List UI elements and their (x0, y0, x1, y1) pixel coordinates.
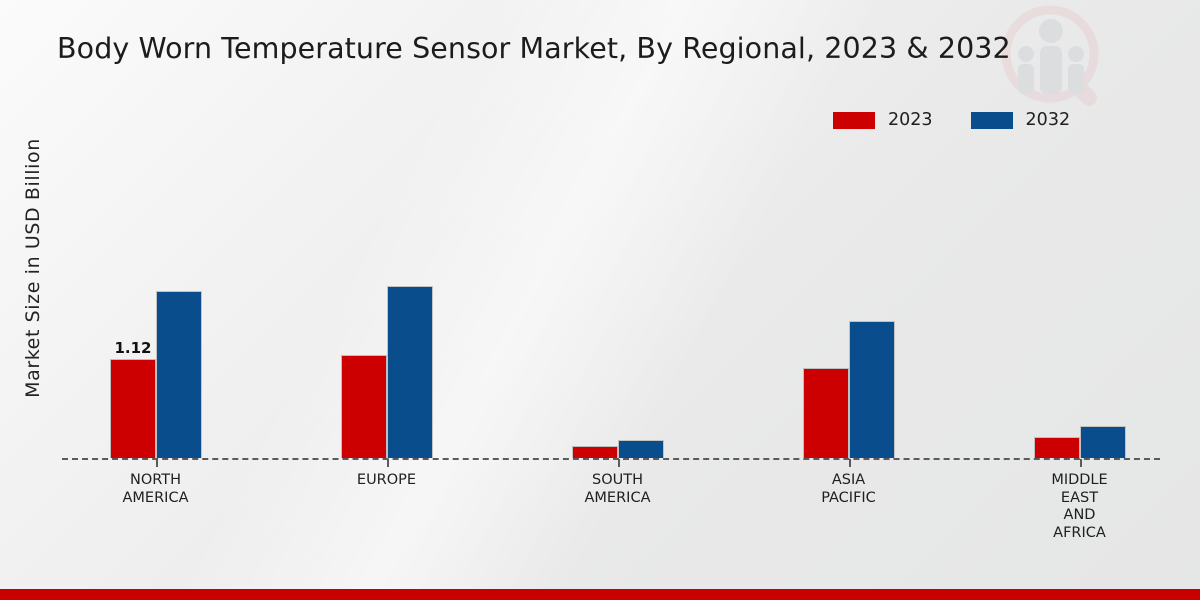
axis-tick (1079, 459, 1082, 467)
bar-2032-south-america (618, 440, 664, 458)
page-title: Body Worn Temperature Sensor Market, By … (57, 32, 1011, 65)
legend-swatch-2032 (970, 111, 1013, 129)
bar-2023-europe (341, 355, 387, 458)
bar-2023-south-america (572, 446, 618, 458)
category-label-south-america: SOUTH AMERICA (584, 472, 651, 506)
axis-tick (386, 459, 389, 467)
bar-2023-asia-pacific (803, 368, 849, 458)
axis-baseline (62, 458, 1160, 460)
chart-legend: 2023 2032 (833, 110, 1070, 130)
axis-tick (155, 459, 158, 467)
bar-2032-middle-east-and-africa (1080, 426, 1126, 458)
bar-2023-north-america (110, 359, 156, 458)
legend-item-2032[interactable]: 2032 (970, 110, 1071, 130)
axis-tick (617, 459, 620, 467)
bottom-accent-strip (0, 589, 1200, 600)
axis-tick (848, 459, 851, 467)
bar-2032-asia-pacific (849, 321, 895, 458)
bar-2023-middle-east-and-africa (1034, 437, 1080, 458)
bar-2032-north-america (156, 291, 202, 458)
legend-label-2032: 2032 (1025, 110, 1071, 130)
legend-swatch-2023 (833, 111, 875, 129)
category-label-europe: EUROPE (356, 472, 417, 488)
legend-item-2023[interactable]: 2023 (833, 110, 933, 130)
category-label-asia-pacific: ASIA PACIFIC (821, 472, 876, 506)
bar-2032-europe (387, 286, 433, 458)
bar-value-label: 1.12 (114, 339, 152, 357)
legend-label-2023: 2023 (888, 110, 933, 130)
category-label-middle-east-and-africa: MIDDLE EAST AND AFRICA (1051, 472, 1108, 541)
category-label-north-america: NORTH AMERICA (122, 472, 189, 506)
